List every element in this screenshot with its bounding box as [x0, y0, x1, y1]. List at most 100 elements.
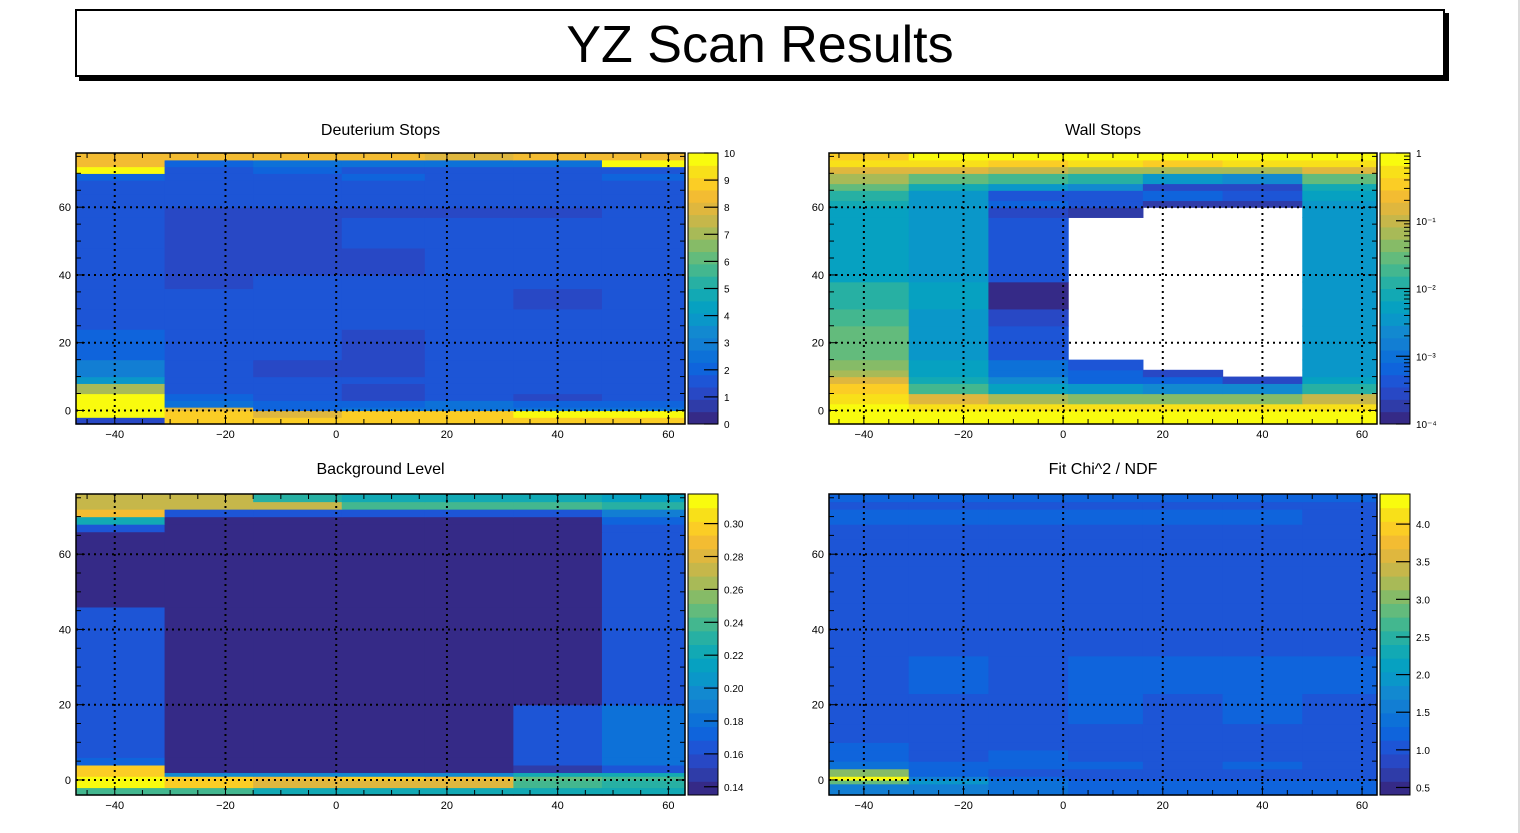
deuterium-stops-cell — [253, 217, 343, 249]
fit-chi2-ndf-cell — [1068, 776, 1144, 781]
fit-chi2-ndf-colorbar-band — [1380, 712, 1410, 728]
deuterium-stops-cell — [601, 410, 686, 418]
fit-chi2-ndf-colorbar-label: 2.0 — [1416, 671, 1430, 682]
wall-stops-cell — [1068, 376, 1144, 384]
wall-stops-cell — [908, 281, 990, 310]
deuterium-stops-colorbar-band — [688, 165, 718, 179]
background-level-cell — [341, 524, 426, 533]
fit-chi2-ndf-cell — [1302, 501, 1378, 510]
deuterium-stops-cell — [513, 193, 603, 208]
background-level-cell — [164, 501, 254, 510]
background-level-colorbar-band — [688, 781, 718, 796]
background-level-cell — [513, 531, 603, 608]
background-level-colorbar-label: 0.16 — [724, 750, 744, 761]
background-level-colorbar-band — [688, 726, 718, 741]
background-level-colorbar-band — [688, 740, 718, 755]
fit-chi2-ndf-cell — [1142, 776, 1224, 781]
deuterium-stops-cell — [164, 359, 254, 378]
deuterium-stops-cell — [253, 153, 343, 161]
wall-stops-cell — [1302, 173, 1378, 185]
wall-stops-cell — [1302, 403, 1378, 412]
background-level-ytick-label: 40 — [59, 624, 71, 636]
fit-chi2-ndf-cell — [988, 509, 1069, 525]
deuterium-stops-cell — [253, 400, 343, 408]
background-level-cell — [341, 501, 426, 510]
deuterium-stops-cell — [601, 359, 686, 378]
deuterium-stops-frame — [75, 152, 686, 425]
deuterium-stops-cell — [341, 400, 426, 408]
background-level-cell — [601, 501, 686, 510]
deuterium-stops-colorbar-band — [688, 226, 718, 240]
fit-chi2-ndf-cell — [1068, 783, 1144, 796]
wall-stops-colorbar-band — [1380, 288, 1410, 302]
fit-chi2-ndf-cell — [988, 494, 1069, 503]
fit-chi2-ndf-colorbar-label: 2.5 — [1416, 633, 1430, 644]
background-level-ytick-label: 20 — [59, 700, 71, 712]
fit-chi2-ndf-cell — [1142, 501, 1224, 510]
fit-chi2-ndf-colorbar-band — [1380, 548, 1410, 563]
wall-stops-cell — [988, 281, 1069, 310]
deuterium-stops-cell — [76, 393, 166, 401]
fit-chi2-ndf-ytick-label: 60 — [812, 549, 824, 561]
deuterium-stops-cell — [164, 383, 254, 395]
background-level-frame — [75, 493, 686, 796]
wall-stops-cell — [1302, 166, 1378, 174]
fit-chi2-ndf-cell — [1068, 723, 1144, 743]
fit-chi2-ndf-colorbar-band — [1380, 658, 1410, 673]
background-level-cell — [164, 787, 254, 796]
wall-stops-colorbar-band — [1380, 214, 1410, 228]
wall-stops-cell — [1302, 207, 1378, 218]
background-level-colorbar-label: 0.26 — [724, 585, 744, 596]
wall-stops-cell — [988, 393, 1069, 405]
fit-chi2-ndf-cell — [908, 539, 990, 555]
wall-stops-colorbar-band — [1380, 263, 1410, 277]
background-level-xtick-label: −20 — [216, 800, 235, 812]
wall-stops-colorbar-band — [1380, 165, 1410, 179]
wall-stops-colorbar-band — [1380, 189, 1410, 203]
deuterium-stops-cell — [76, 329, 166, 361]
deuterium-stops-cell — [253, 329, 343, 361]
deuterium-stops-cell — [164, 393, 254, 401]
fit-chi2-ndf-cell — [1222, 723, 1303, 743]
canvas-title: YZ Scan Results — [566, 16, 954, 74]
wall-stops-cell — [1302, 359, 1378, 371]
fit-chi2-ndf-cell — [1302, 655, 1378, 695]
fit-chi2-ndf-cell — [1302, 565, 1378, 604]
deuterium-stops-cell — [601, 288, 686, 310]
background-level-colorbar-label: 0.28 — [724, 553, 744, 564]
wall-stops-colorbar-band — [1380, 387, 1410, 400]
deuterium-stops-cells — [76, 153, 686, 425]
fit-chi2-ndf-colorbar-band — [1380, 562, 1410, 577]
wall-stops-cell — [908, 159, 990, 168]
deuterium-stops-colorbar-band — [688, 239, 718, 253]
background-level-cell — [424, 704, 514, 758]
background-level-title: Background Level — [316, 461, 444, 478]
background-level-cell — [341, 509, 426, 518]
fit-chi2-ndf-cell — [988, 761, 1069, 770]
fit-chi2-ndf-cell — [1142, 554, 1224, 567]
background-level-cell — [76, 509, 166, 518]
fit-chi2-ndf-cell — [1068, 494, 1144, 503]
deuterium-stops-cell — [253, 207, 343, 218]
deuterium-stops-colorbar-label: 9 — [724, 176, 730, 187]
background-level-colorbar-band — [688, 630, 718, 645]
deuterium-stops-cell — [341, 288, 426, 310]
wall-stops-cell — [1302, 159, 1378, 168]
wall-stops-cell — [908, 359, 990, 371]
wall-stops-cell — [1222, 159, 1303, 168]
wall-stops-cell — [988, 190, 1069, 202]
wall-stops-colorbar-band — [1380, 226, 1410, 240]
wall-stops-colorbar-band — [1380, 153, 1410, 166]
deuterium-stops-colorbar-label: 2 — [724, 366, 730, 377]
fit-chi2-ndf-cell — [829, 742, 910, 751]
wall-stops-cell — [908, 153, 990, 161]
wall-stops-xtick-label: 0 — [1060, 429, 1066, 441]
deuterium-stops-cell — [601, 180, 686, 195]
deuterium-stops-cell — [424, 193, 514, 208]
wall-stops-cell — [1068, 403, 1144, 412]
background-level-cell — [341, 606, 426, 706]
wall-stops-colorbar-band — [1380, 177, 1410, 191]
deuterium-stops-cell — [164, 400, 254, 408]
background-level-cell — [164, 757, 254, 766]
deuterium-stops-ytick-label: 0 — [65, 405, 71, 417]
